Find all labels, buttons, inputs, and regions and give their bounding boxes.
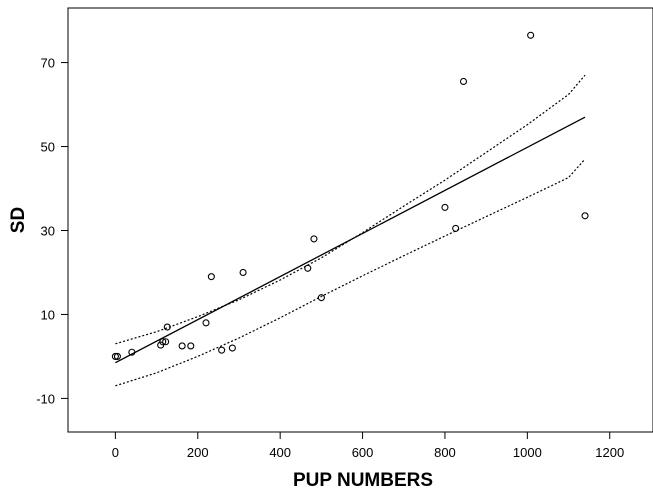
x-tick-label: 1200 (595, 445, 624, 460)
data-point (459, 77, 468, 86)
x-tick-label: 800 (434, 445, 456, 460)
x-tick-label: 600 (352, 445, 374, 460)
data-point (441, 203, 449, 211)
data-point (111, 352, 119, 360)
regression-fit (115, 116, 586, 364)
data-point (202, 319, 210, 327)
y-tick-label: -10 (36, 391, 55, 406)
data-point (187, 342, 195, 350)
plot-area-frame (67, 7, 653, 433)
y-axis-title: SD (8, 207, 29, 233)
data-point (159, 338, 167, 346)
data-point (310, 235, 318, 243)
y-axis: -10 10 30 50 70 (36, 56, 68, 406)
data-point (163, 323, 171, 331)
data-point (113, 352, 121, 360)
data-point (207, 273, 215, 281)
upper-confidence-line (115, 74, 586, 345)
data-point (178, 342, 186, 350)
confidence-band (115, 74, 586, 387)
data-point (228, 344, 236, 352)
x-tick-label: 0 (112, 445, 119, 460)
x-axis: 0 200 400 600 800 1000 1200 (112, 432, 624, 460)
x-tick-label: 200 (187, 445, 209, 460)
y-tick-label: 70 (41, 56, 55, 71)
data-point (452, 224, 460, 232)
fit-line (115, 116, 586, 364)
data-point (581, 212, 589, 220)
y-tick-label: 30 (41, 223, 55, 238)
lower-confidence-line (115, 158, 586, 387)
data-point (317, 294, 325, 302)
data-point (239, 268, 247, 277)
data-point (304, 264, 312, 272)
x-tick-label: 400 (269, 445, 291, 460)
x-axis-title: PUP NUMBERS (293, 470, 433, 490)
data-point (128, 348, 136, 356)
data-point (527, 31, 535, 39)
data-point (162, 338, 170, 346)
data-point (218, 346, 226, 354)
y-tick-label: 10 (41, 307, 55, 322)
x-tick-label: 1000 (513, 445, 542, 460)
data-points (111, 31, 589, 360)
y-tick-label: 50 (41, 140, 55, 155)
